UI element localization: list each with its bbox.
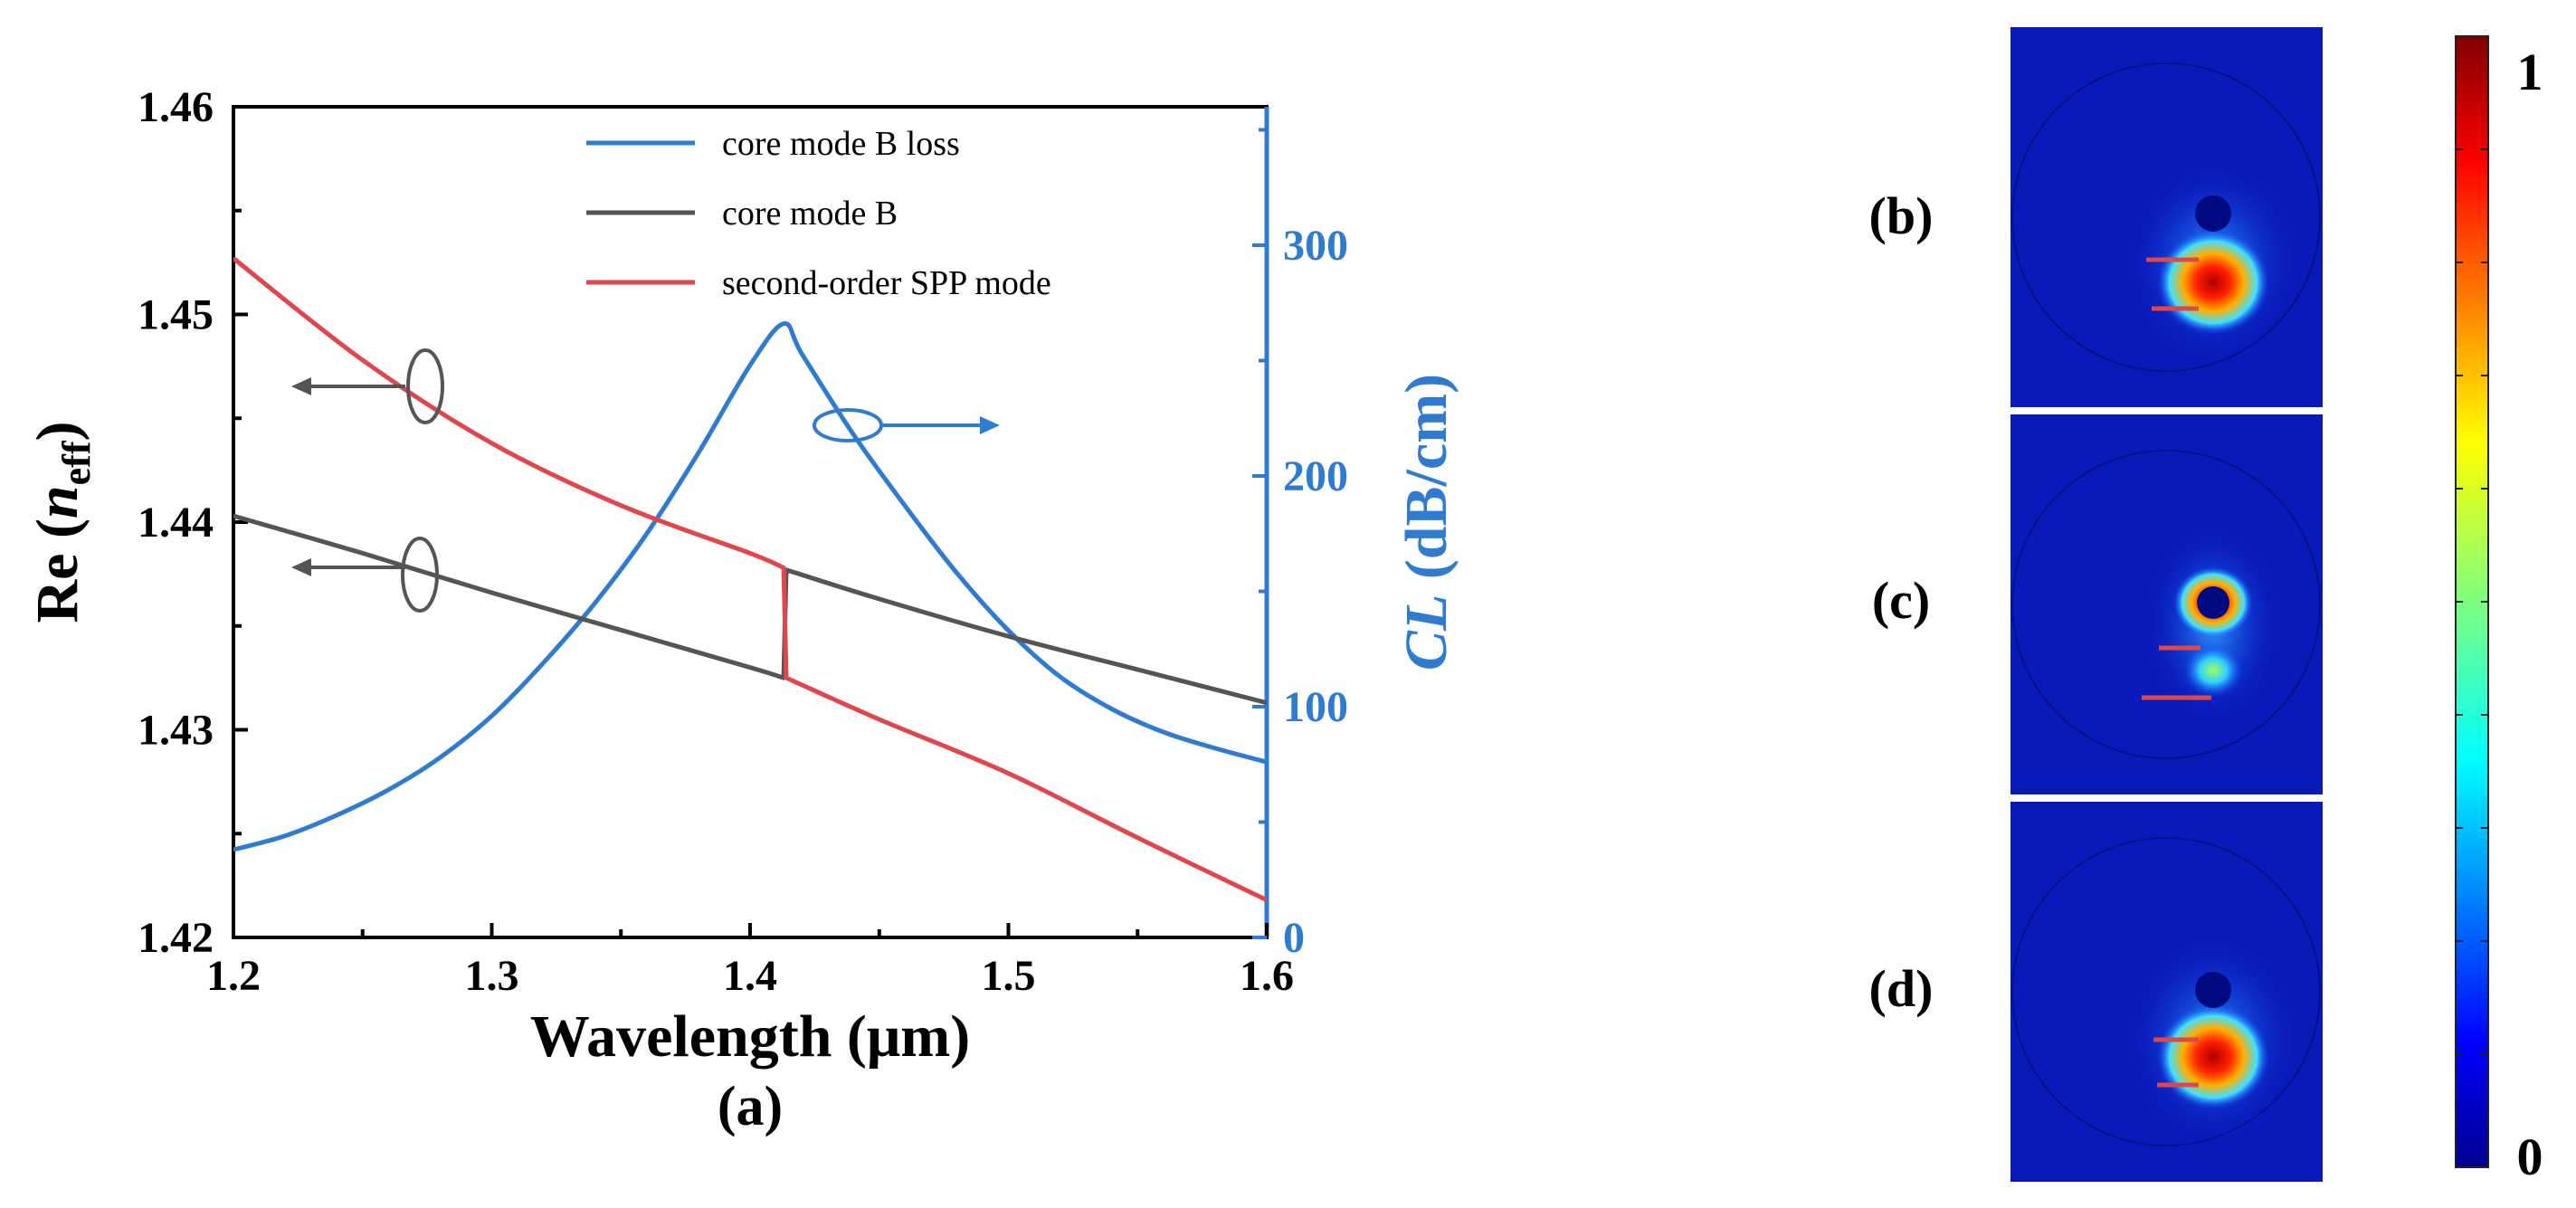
series-line-core-mode-b-loss	[233, 321, 1267, 852]
air-hole-d	[2195, 972, 2231, 1008]
y-right-tick-label: 300	[1283, 222, 1348, 270]
fiber-outline-d	[2011, 837, 2321, 1146]
arrowhead-loss-right	[980, 416, 1000, 434]
y-left-tick-label: 1.44	[138, 499, 214, 547]
y-left-axis-label: Re (neff)	[24, 422, 99, 623]
mode-panel-d: (d)	[1869, 802, 2323, 1182]
hotspot-d	[2157, 1004, 2269, 1109]
x-tick-label: 1.4	[723, 952, 777, 1000]
colorbar-ticks	[2456, 148, 2488, 1055]
x-tick-label: 1.3	[465, 952, 519, 1000]
x-axis-ticks: 1.2 1.3 1.4 1.5 1.6	[206, 923, 1294, 1000]
indicator-ellipse-spp	[406, 348, 444, 424]
legend-label-spp: second-order SPP mode	[722, 264, 1051, 302]
y-right-tick-label: 0	[1283, 914, 1305, 962]
x-tick-label: 1.2	[206, 952, 261, 1000]
mode-panel-c: (c)	[1872, 414, 2323, 794]
y-right-tick-label: 200	[1283, 452, 1348, 500]
x-axis-label: Wavelength (μm)	[530, 1003, 971, 1070]
colorbar-max-label: 1	[2517, 43, 2543, 101]
colorbar-min-label: 0	[2517, 1127, 2543, 1186]
fiber-outline-b	[2011, 62, 2321, 372]
y-left-tick-label: 1.45	[138, 291, 214, 339]
y-right-tick-label: 100	[1283, 683, 1348, 731]
x-tick-label: 1.5	[982, 952, 1036, 1000]
indicator-ellipse-core	[401, 537, 439, 613]
legend: core mode B loss core mode B second-orde…	[586, 125, 1051, 302]
panel-label-b: (b)	[1869, 186, 1934, 245]
series-layer	[233, 256, 1267, 902]
legend-label-core: core mode B	[722, 195, 898, 233]
y-right-axis-label: CL (dB/cm)	[1393, 374, 1459, 671]
curve-indicators	[291, 348, 1000, 613]
arrowhead-spp-left	[291, 377, 311, 395]
legend-label-loss: core mode B loss	[722, 125, 960, 163]
x-tick-label: 1.6	[1240, 952, 1294, 1000]
y-right-axis-ticks: 0 100 200 300	[1252, 128, 1348, 962]
hotspot-b	[2157, 230, 2269, 335]
y-left-tick-label: 1.42	[138, 914, 214, 962]
mode-panel-b: (b)	[1869, 27, 2323, 407]
y-left-tick-label: 1.46	[138, 83, 214, 131]
panel-label-a: (a)	[718, 1076, 783, 1137]
spot-c-lower	[2182, 643, 2244, 698]
chart-panel-a: 1.2 1.3 1.4 1.5 1.6 1.42 1.43 1.44 1.45 1.46 0 10…	[24, 83, 1459, 1137]
colorbar: 1 0	[2455, 35, 2543, 1186]
air-hole-b	[2195, 195, 2231, 232]
series-line-core-mode-b	[233, 513, 1267, 706]
series-line-second-order-spp-mode	[233, 256, 1267, 902]
y-left-axis-ticks: 1.42 1.43 1.44 1.45 1.46	[138, 83, 248, 962]
y-left-tick-label: 1.43	[138, 707, 214, 755]
panel-label-d: (d)	[1869, 959, 1934, 1018]
mode-field-panels: (b) (c) (d)	[1869, 27, 2323, 1182]
panel-label-c: (c)	[1872, 571, 1930, 630]
arrowhead-core-left	[291, 558, 311, 576]
air-hole-c	[2197, 586, 2229, 619]
fiber-outline-c	[2011, 450, 2321, 759]
